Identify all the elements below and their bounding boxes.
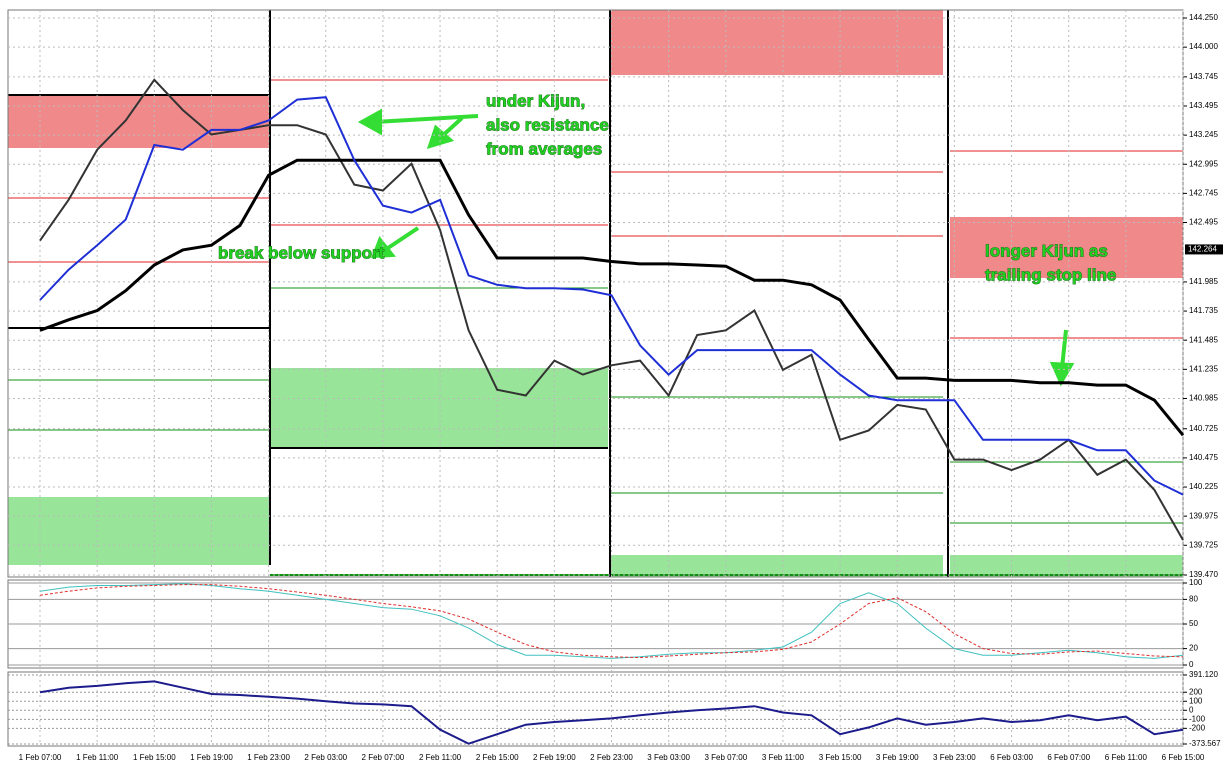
arrow-head (1049, 361, 1075, 387)
x-tick-label: 3 Feb 11:00 (762, 753, 805, 762)
y-tick-label: 20 (1189, 644, 1198, 653)
annotation: under Kijun, (486, 91, 585, 110)
annotation: trailing stop line (985, 265, 1116, 284)
y-tick-label: 142.495 (1189, 218, 1218, 227)
y-tick-label: 143.495 (1189, 101, 1218, 110)
annotation: longer Kijun as (985, 241, 1108, 260)
series-line (39, 96, 1184, 496)
x-tick-label: 1 Feb 23:00 (247, 753, 290, 762)
y-tick-label: 140.985 (1189, 394, 1218, 403)
y-tick-label: 139.470 (1189, 570, 1218, 579)
series-line (39, 78, 1184, 541)
x-tick-label: 3 Feb 07:00 (704, 753, 747, 762)
x-tick-label: 3 Feb 03:00 (647, 753, 690, 762)
series-line (39, 158, 1185, 437)
y-tick-label: 141.985 (1189, 277, 1218, 286)
x-tick-label: 2 Feb 15:00 (476, 753, 519, 762)
y-tick-label: -100 (1189, 714, 1206, 723)
y-tick-label: 0 (1189, 660, 1194, 669)
x-tick-label: 6 Feb 11:00 (1105, 753, 1148, 762)
arrows (357, 108, 1075, 387)
x-tick-label: 6 Feb 07:00 (1047, 753, 1090, 762)
arrow (1060, 329, 1068, 369)
supply-zone (8, 95, 270, 148)
y-tick-label: 139.725 (1189, 540, 1218, 549)
y-tick-label: 139.975 (1189, 511, 1218, 520)
x-tick-label: 2 Feb 11:00 (419, 753, 462, 762)
supply-zone (610, 10, 943, 75)
levels (8, 10, 1183, 577)
y-tick-label: 391.120 (1189, 670, 1218, 679)
x-tick-label: 1 Feb 07:00 (19, 753, 62, 762)
zones (8, 10, 1183, 577)
y-tick-label: 144.250 (1189, 13, 1218, 22)
series-line (39, 583, 1184, 659)
x-tick-label: 3 Feb 23:00 (933, 753, 976, 762)
y-tick-label: 200 (1189, 687, 1203, 696)
y-tick-label: 142.995 (1189, 159, 1218, 168)
x-tick-label: 2 Feb 19:00 (533, 753, 576, 762)
demand-zone (8, 497, 270, 565)
x-tick-label: 2 Feb 07:00 (362, 753, 405, 762)
y-tick-label: 143.745 (1189, 72, 1218, 81)
main-frame (7, 9, 1184, 578)
x-tick-label: 3 Feb 15:00 (819, 753, 862, 762)
annotation: break below support (218, 243, 385, 262)
y-tick-label: 143.245 (1189, 130, 1218, 139)
x-tick-label: 2 Feb 23:00 (590, 753, 633, 762)
arrow-head (357, 108, 382, 136)
y-tick-label: 142.745 (1189, 188, 1218, 197)
annotation: also resistance (486, 115, 609, 134)
demand-zone (610, 555, 943, 577)
y-tick-label: 144.000 (1189, 42, 1218, 51)
x-tick-label: 6 Feb 15:00 (1162, 753, 1205, 762)
y-tick-label: 100 (1189, 578, 1203, 587)
y-tick-label: 50 (1189, 619, 1198, 628)
y-tick-label: 140.475 (1189, 453, 1218, 462)
series-line (39, 680, 1184, 745)
x-tick-label: 1 Feb 11:00 (76, 753, 119, 762)
y-tick-label: 141.485 (1189, 335, 1218, 344)
x-tick-label: 6 Feb 03:00 (990, 753, 1033, 762)
last-price-box (1185, 244, 1223, 255)
x-tick-label: 3 Feb 19:00 (876, 753, 919, 762)
y-tick-label: 141.235 (1189, 364, 1218, 373)
x-tick-label: 2 Feb 03:00 (304, 753, 347, 762)
y-tick-label: 140.225 (1189, 482, 1218, 491)
x-tick-label: 1 Feb 15:00 (133, 753, 176, 762)
demand-zone (950, 555, 1183, 577)
arrow (383, 226, 420, 252)
y-tick-label: -200 (1189, 723, 1206, 732)
x-tick-label: 1 Feb 19:00 (190, 753, 233, 762)
supply-zone (950, 217, 1183, 278)
series-line (39, 584, 1184, 659)
demand-zone (270, 368, 608, 448)
y-tick-label: 140.725 (1189, 424, 1218, 433)
y-tick-label: 0 (1189, 705, 1194, 714)
last-price-label: 142.264 (1188, 245, 1217, 254)
y-tick-label: 80 (1189, 595, 1198, 604)
annotation: from averages (486, 139, 602, 158)
cci-frame (7, 671, 1184, 747)
y-tick-label: 100 (1189, 696, 1203, 705)
y-tick-label: 141.735 (1189, 306, 1218, 315)
y-tick-label: -373.567 (1189, 739, 1221, 748)
